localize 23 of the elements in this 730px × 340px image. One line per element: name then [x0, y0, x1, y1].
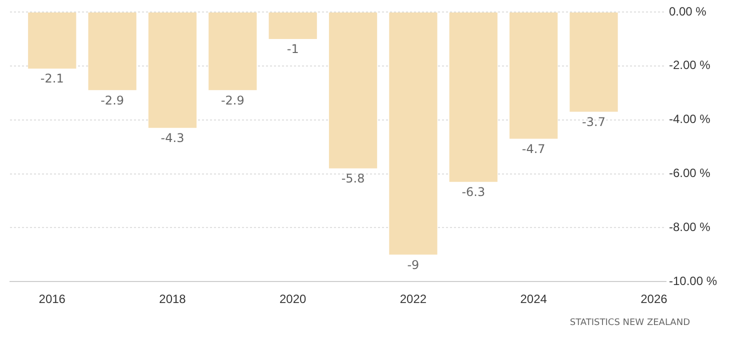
y-tick-label: 0.00 % [668, 4, 707, 18]
y-tick-label: -2.00 % [668, 58, 711, 72]
x-tick-label: 2020 [280, 292, 307, 306]
data-label: -4.7 [522, 142, 546, 156]
y-tick-label: -4.00 % [668, 112, 711, 126]
data-label: -6.3 [462, 184, 486, 199]
data-label: -1 [286, 42, 299, 56]
y-tick-label: -8.00 % [668, 220, 711, 234]
y-tick-label: -10.00 % [668, 274, 718, 288]
data-label: -4.3 [160, 131, 184, 146]
data-label: -9 [407, 258, 420, 272]
text: STATISTICS NEW ZEALAND [570, 318, 690, 328]
x-tick-label: 2026 [640, 292, 668, 306]
data-label: -2.1 [40, 72, 64, 86]
data-label: -2.9 [100, 93, 124, 108]
y-tick-label: -6.00 % [668, 166, 711, 180]
data-label: -2.9 [220, 93, 244, 108]
x-tick-label: 2016 [38, 292, 66, 306]
x-tick-label: 2022 [400, 292, 427, 306]
x-tick-label: 2018 [159, 292, 186, 306]
x-tick-label: 2024 [520, 292, 548, 306]
data-label: -5.8 [341, 171, 365, 186]
data-label: -3.7 [582, 114, 606, 129]
